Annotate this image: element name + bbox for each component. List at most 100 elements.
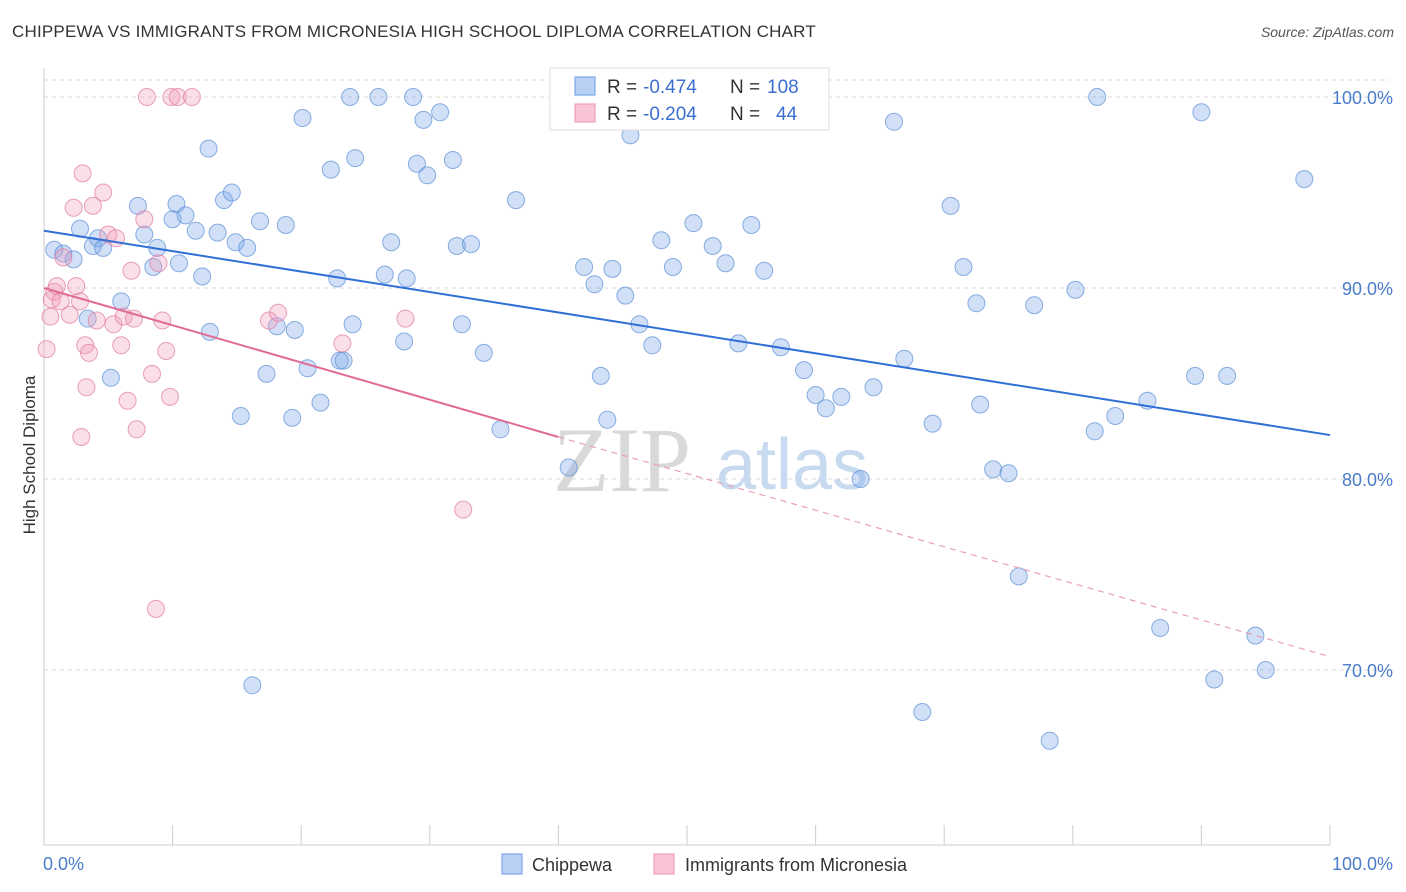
source-label: Source: ZipAtlas.com <box>1260 24 1394 40</box>
chippewa-point <box>135 225 154 244</box>
chippewa-point <box>643 336 662 355</box>
chippewa-point <box>984 460 1003 479</box>
micronesia-point <box>83 196 102 215</box>
chippewa-point <box>851 470 870 488</box>
chippewa-point <box>397 269 416 288</box>
micronesia-point <box>87 311 106 330</box>
chippewa-point <box>755 261 774 280</box>
micronesia-point <box>118 391 137 410</box>
x-tick-min: 0.0% <box>43 854 84 874</box>
chippewa-point <box>598 410 617 429</box>
chippewa-point <box>243 676 262 695</box>
chippewa-point <box>382 233 401 252</box>
micronesia-point <box>157 342 176 360</box>
chippewa-point <box>575 258 594 276</box>
chippewa-point <box>226 233 245 252</box>
chippewa-point <box>816 399 835 418</box>
legend-n-label-1: N = <box>730 77 760 98</box>
micronesia-trend-extension <box>558 436 1331 658</box>
chippewa-point <box>795 361 813 380</box>
chippewa-point <box>885 112 903 131</box>
chippewa-point <box>616 286 635 305</box>
chippewa-point <box>343 315 362 334</box>
chippewa-point <box>257 364 276 383</box>
watermark-atlas: atlas <box>716 425 868 505</box>
chippewa-point <box>474 343 493 362</box>
chippewa-point <box>1218 366 1237 385</box>
chippewa-point <box>507 191 525 210</box>
micronesia-point <box>260 311 278 330</box>
micronesia-point <box>149 254 168 273</box>
chippewa-point <box>491 420 510 439</box>
micronesia-point <box>127 420 146 439</box>
micronesia-point <box>73 164 92 183</box>
chippewa-point <box>330 351 349 370</box>
chippewa-point <box>208 223 227 242</box>
chippewa-point <box>971 395 990 414</box>
chippewa-point <box>585 275 604 294</box>
micronesia-point <box>107 229 125 248</box>
chippewa-point <box>276 216 295 234</box>
chippewa-point <box>462 235 480 254</box>
chippewa-point <box>1151 619 1170 637</box>
legend-r-label-1: R = <box>607 77 637 98</box>
chippewa-point <box>663 258 682 276</box>
chippewa-point <box>591 366 610 385</box>
chippewa-point <box>112 292 131 311</box>
chippewa-point <box>199 139 218 158</box>
micronesia-point <box>60 305 79 324</box>
chippewa-point <box>45 240 64 259</box>
micronesia-trend-line <box>43 287 559 438</box>
micronesia-point <box>67 277 86 296</box>
legend-n-label-2: N = <box>730 104 760 125</box>
chippewa-point <box>369 88 388 106</box>
micronesia-point <box>454 500 473 519</box>
micronesia-point <box>72 428 91 446</box>
micronesia-point <box>54 248 73 267</box>
chippewa-point <box>1246 626 1265 645</box>
chippewa-point <box>1192 103 1211 122</box>
x-tick-max: 100.0% <box>1332 854 1393 874</box>
micronesia-point <box>104 315 123 334</box>
chart-title: CHIPPEWA VS IMMIGRANTS FROM MICRONESIA H… <box>12 22 816 41</box>
bottom-legend-swatch-chippewa <box>501 853 523 875</box>
micronesia-point <box>135 210 154 229</box>
micronesia-point <box>162 88 181 106</box>
chippewa-point <box>128 196 147 215</box>
micronesia-point <box>137 88 156 106</box>
legend-r-label-2: R = <box>607 104 637 125</box>
chippewa-point <box>913 703 932 721</box>
y-tick-label-80: 80.0% <box>1342 470 1393 490</box>
chippewa-point <box>1009 567 1028 586</box>
chippewa-point <box>1040 731 1059 750</box>
micronesia-point <box>396 309 415 328</box>
chippewa-point <box>941 196 960 215</box>
chippewa-point <box>1085 422 1104 441</box>
chippewa-point <box>311 393 330 412</box>
chippewa-point <box>716 254 735 273</box>
chippewa-point <box>742 216 761 234</box>
chippewa-point <box>54 244 73 263</box>
chippewa-point <box>395 332 414 351</box>
chippewa-point <box>176 206 195 225</box>
chippewa-point <box>222 183 241 202</box>
chippewa-point <box>1295 170 1314 189</box>
chippewa-point <box>559 458 578 477</box>
chippewa-point <box>321 160 340 179</box>
chippewa-point <box>1106 407 1125 425</box>
micronesia-point <box>269 303 288 322</box>
micronesia-point <box>168 88 187 106</box>
y-tick-labels: 70.0% 80.0% 90.0% 100.0% <box>1332 88 1393 681</box>
micronesia-point <box>161 387 179 406</box>
micronesia-point <box>94 183 113 202</box>
chippewa-point <box>78 309 97 328</box>
chippewa-point <box>806 386 825 404</box>
chippewa-point <box>923 414 942 433</box>
chippewa-point <box>1066 280 1085 299</box>
chippewa-point <box>967 294 986 313</box>
chippewa-point <box>431 103 450 122</box>
chippewa-point <box>193 267 212 286</box>
correlation-legend: R = -0.474 N = 108 R = -0.204 N = 44 <box>549 67 830 131</box>
bottom-legend-swatch-micronesia <box>653 853 675 875</box>
y-tick-label-70: 70.0% <box>1342 661 1393 681</box>
